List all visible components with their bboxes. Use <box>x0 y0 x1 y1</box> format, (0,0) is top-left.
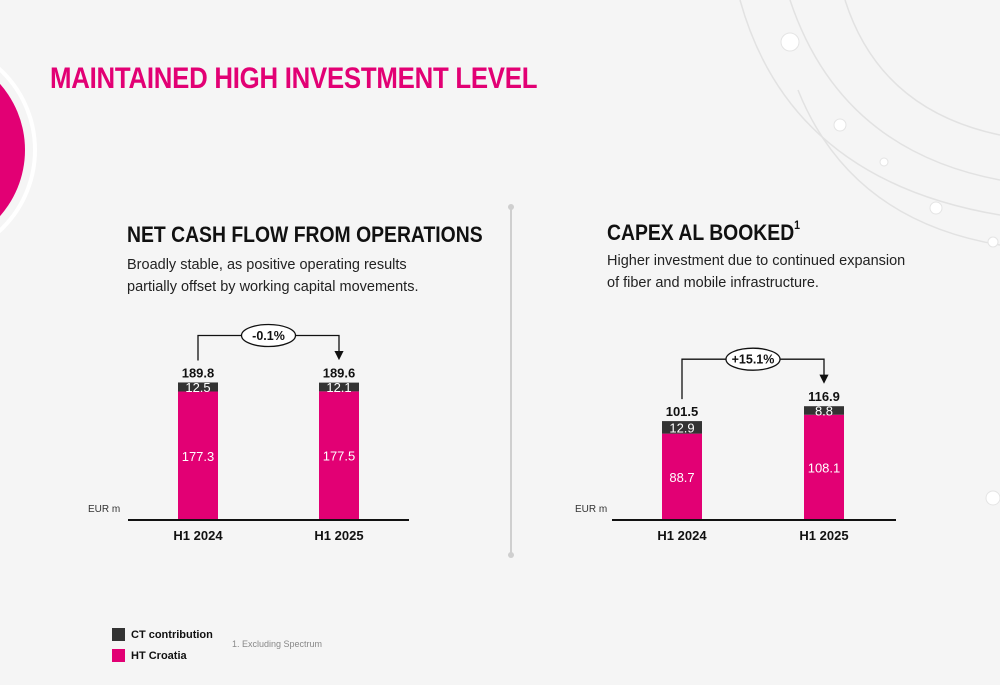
tick-label-2: H1 2025 <box>314 528 363 543</box>
bar-ct-contribution-1 <box>178 382 218 392</box>
panel-subtitle-capex: Higher investment due to continued expan… <box>607 253 906 291</box>
bar-ct-contribution-1 <box>662 421 702 434</box>
bar-ht-croatia-1 <box>178 391 218 520</box>
panel-subtitle-net-cash-flow: Broadly stable, as positive operating re… <box>127 257 419 295</box>
label-total-1: 101.5 <box>666 404 699 419</box>
legend-label-ct: CT contribution <box>131 628 213 641</box>
bar-ct-contribution-2 <box>319 382 359 392</box>
tick-label-1: H1 2024 <box>173 528 223 543</box>
footnote: 1. Excluding Spectrum <box>232 639 323 649</box>
change-badge <box>725 347 781 371</box>
legend-item-ct: CT contribution <box>112 628 213 641</box>
change-badge <box>240 323 297 348</box>
label-ct-contribution-1: 12.5 <box>185 380 210 395</box>
label-ht-croatia-1: 177.3 <box>182 449 215 464</box>
legend-label-ht: HT Croatia <box>131 649 187 662</box>
label-ct-contribution-2: 8.8 <box>815 403 833 418</box>
change-label: +15.1% <box>732 353 775 367</box>
bar-ht-croatia-1 <box>662 433 702 520</box>
change-label: -0.1% <box>252 329 285 343</box>
legend-swatch-ht <box>112 649 125 662</box>
label-total-1: 189.8 <box>182 365 215 380</box>
bar-ht-croatia-2 <box>319 391 359 520</box>
legend: CT contribution HT Croatia <box>112 628 213 670</box>
legend-swatch-ct <box>112 628 125 641</box>
unit-label: EUR m <box>575 504 607 515</box>
legend-item-ht: HT Croatia <box>112 649 213 662</box>
bar-ht-croatia-2 <box>804 414 844 520</box>
tick-label-1: H1 2024 <box>657 528 707 543</box>
tick-label-2: H1 2025 <box>799 528 848 543</box>
panel-title-net-cash-flow: NET CASH FLOW FROM OPERATIONS <box>127 222 483 247</box>
label-total-2: 189.6 <box>323 366 356 381</box>
label-total-2: 116.9 <box>808 389 840 404</box>
label-ht-croatia-1: 88.7 <box>669 470 694 485</box>
page-title: MAINTAINED HIGH INVESTMENT LEVEL <box>50 62 538 95</box>
label-ct-contribution-1: 12.9 <box>669 420 694 435</box>
bar-ct-contribution-2 <box>804 406 844 415</box>
label-ct-contribution-2: 12.1 <box>326 380 351 395</box>
panel-title-capex: CAPEX AL BOOKED1 <box>607 218 801 245</box>
label-ht-croatia-2: 108.1 <box>808 460 841 475</box>
panel-divider <box>508 204 514 558</box>
label-ht-croatia-2: 177.5 <box>323 449 356 464</box>
unit-label: EUR m <box>88 504 120 515</box>
footnote-marker: 1 <box>794 218 801 232</box>
